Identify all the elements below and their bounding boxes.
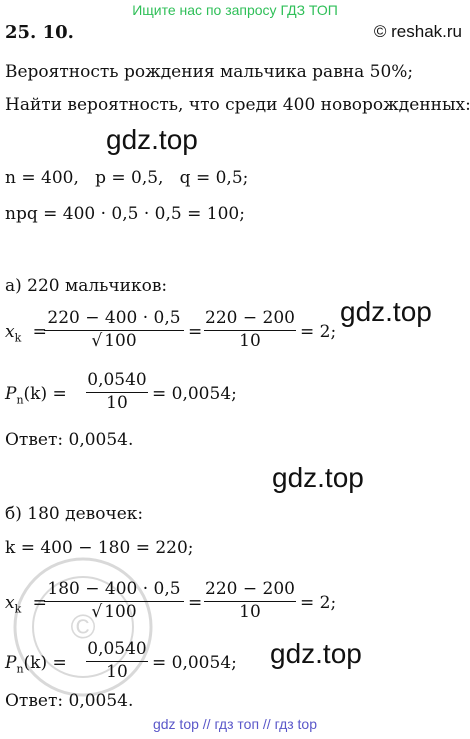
statement-2: Найти вероятность, что среди 400 новорож… [5, 95, 470, 115]
statement-1: Вероятность рождения мальчика равна 50%; [5, 62, 414, 82]
part-b-fraction-1: 180 − 400 · 0,5 √ 100 [44, 579, 184, 622]
part-a-fraction-2: 220 − 200 10 [204, 308, 296, 351]
part-b-xk: xk = [5, 593, 47, 616]
part-a-xk: xk = [5, 322, 47, 345]
part-b-k-eq: k = 400 − 180 = 220; [5, 538, 194, 558]
gdz-watermark-4: gdz.top [270, 638, 362, 669]
part-a-p-result: = 0,0054; [152, 384, 237, 404]
part-a-eq-2: = [188, 322, 203, 342]
npq-line: npq = 400 · 0,5 · 0,5 = 100; [5, 204, 245, 224]
watermark-bottom: gdz top // гдз топ // гдз top [152, 716, 318, 732]
n-eq: n = 400, [5, 168, 79, 188]
part-b-answer: Ответ: 0,0054. [5, 691, 134, 711]
given-line: n = 400, p = 0,5, q = 0,5; [5, 168, 248, 188]
part-a-label: а) 220 мальчиков: [5, 276, 168, 296]
reshak-seal-watermark: © [13, 557, 153, 697]
part-a-fraction-3: 0,0540 10 [86, 370, 148, 413]
part-b-probability: Pn(k) = [5, 653, 67, 676]
copyright: © reshak.ru [373, 22, 462, 41]
part-a-probability: Pn(k) = [5, 384, 67, 407]
part-a-answer: Ответ: 0,0054. [5, 430, 134, 450]
part-b-p-result: = 0,0054; [152, 653, 237, 673]
q-eq: q = 0,5; [179, 168, 249, 188]
part-b-fraction-2: 220 − 200 10 [204, 579, 296, 622]
part-b-result: = 2; [300, 593, 337, 613]
watermark-top: Ищите нас по запросу ГДЗ ТОП [132, 2, 338, 18]
part-b-label: б) 180 девочек: [5, 504, 144, 524]
part-b-fraction-3: 0,0540 10 [86, 639, 148, 682]
gdz-watermark-3: gdz.top [272, 462, 364, 493]
part-a-fraction-1: 220 − 400 · 0,5 √ 100 [44, 308, 184, 351]
gdz-watermark-2: gdz.top [340, 296, 432, 327]
problem-number: 25. 10. [5, 22, 74, 43]
svg-text:©: © [70, 608, 95, 646]
part-b-eq-2: = [188, 593, 203, 613]
p-eq: p = 0,5, [95, 168, 164, 188]
part-a-result: = 2; [300, 322, 337, 342]
gdz-watermark-1: gdz.top [106, 124, 198, 155]
